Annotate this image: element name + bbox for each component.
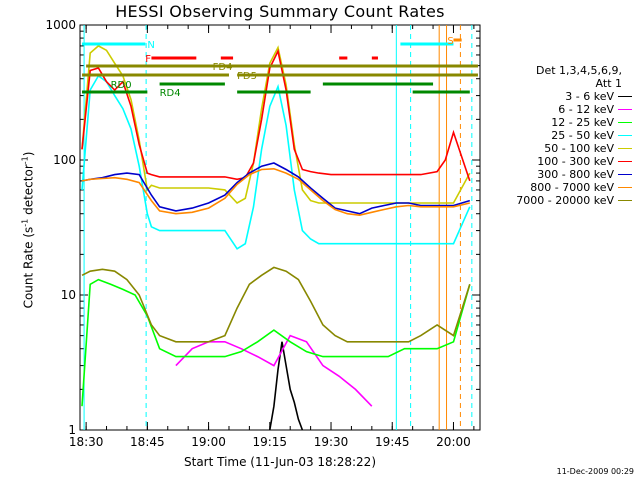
flag-label-FD4: FD4 xyxy=(213,62,233,73)
y-tick-label: 1000 xyxy=(45,18,76,32)
y-tick-label: 10 xyxy=(61,288,76,302)
legend-title: Det 1,3,4,5,6,9, xyxy=(535,64,622,77)
legend-entry: 12 - 25 keV xyxy=(486,116,636,129)
x-tick-label: 18:30 xyxy=(69,435,104,449)
legend-swatch xyxy=(618,122,632,123)
series-line-3 xyxy=(81,74,471,250)
legend-subtitle: Att 1 xyxy=(595,77,622,90)
y-axis-label-text: Count Rate (s xyxy=(21,226,36,309)
legend-entry: 50 - 100 keV xyxy=(486,142,636,155)
legend-entry-label: 7000 - 20000 keV xyxy=(516,194,614,207)
y-axis-label-tail: detector xyxy=(21,164,36,219)
flag-label-FD5: FD5 xyxy=(237,71,257,82)
legend: Det 1,3,4,5,6,9, Att 1 3 - 6 keV 6 - 12 k… xyxy=(486,64,636,207)
legend-entry-label: 3 - 6 keV xyxy=(565,90,614,103)
y-axis-label-sup2: -1 xyxy=(20,156,30,165)
x-tick-label: 18:45 xyxy=(130,435,165,449)
y-axis-label-sup: -1 xyxy=(20,218,30,227)
legend-swatch xyxy=(618,148,632,149)
chart-title: HESSI Observing Summary Count Rates xyxy=(115,2,445,21)
legend-swatch xyxy=(618,161,632,162)
timestamp: 11-Dec-2009 00:29 xyxy=(556,467,634,476)
legend-entry-label: 800 - 7000 keV xyxy=(530,181,614,194)
legend-swatch xyxy=(618,96,632,97)
x-tick-label: 19:00 xyxy=(191,435,226,449)
series-line-0 xyxy=(269,341,304,431)
x-tick-label: 19:30 xyxy=(314,435,349,449)
legend-swatch xyxy=(618,187,632,188)
series-line-6 xyxy=(81,162,471,215)
flag-label-RD4: RD4 xyxy=(160,88,181,99)
legend-entry: 7000 - 20000 keV xyxy=(486,194,636,207)
y-axis-label-close: ) xyxy=(21,151,36,157)
legend-entry: 3 - 6 keV xyxy=(486,90,636,103)
y-tick-label: 100 xyxy=(53,153,76,167)
flag-label-F: F xyxy=(145,54,151,65)
x-tick-label: 19:45 xyxy=(375,435,410,449)
x-tick-label: 19:15 xyxy=(252,435,287,449)
legend-entry-label: 100 - 300 keV xyxy=(537,155,614,168)
series-line-1 xyxy=(175,334,373,407)
legend-entry: 6 - 12 keV xyxy=(486,103,636,116)
legend-entry-label: 12 - 25 keV xyxy=(551,116,614,129)
flag-label-N: N xyxy=(147,40,154,51)
legend-swatch xyxy=(618,109,632,110)
series-line-5 xyxy=(81,48,471,182)
legend-entry: 300 - 800 keV xyxy=(486,168,636,181)
legend-rows: 3 - 6 keV 6 - 12 keV 12 - 25 keV 25 - 50 ke… xyxy=(486,90,636,207)
legend-entry-label: 300 - 800 keV xyxy=(537,168,614,181)
legend-entry-label: 6 - 12 keV xyxy=(558,103,614,116)
plot-frame xyxy=(79,24,481,431)
legend-entry-label: 50 - 100 keV xyxy=(544,142,614,155)
legend-entry: 100 - 300 keV xyxy=(486,155,636,168)
y-tick-label: 1 xyxy=(68,423,76,437)
legend-swatch xyxy=(618,174,632,175)
series-line-4 xyxy=(81,44,471,205)
legend-swatch xyxy=(618,200,632,201)
x-tick-label: 20:00 xyxy=(436,435,471,449)
series-line-8 xyxy=(81,266,471,343)
series-line-7 xyxy=(81,167,470,217)
legend-entry: 25 - 50 keV xyxy=(486,129,636,142)
y-axis-label: Count Rate (s-1 detector-1) xyxy=(21,152,36,309)
x-axis-label: Start Time (11-Jun-03 18:28:22) xyxy=(184,455,376,469)
legend-swatch xyxy=(618,135,632,136)
flag-label-RD0: RD0 xyxy=(111,80,132,91)
legend-entry-label: 25 - 50 keV xyxy=(551,129,614,142)
flag-label-S: S xyxy=(447,36,453,47)
legend-entry: 800 - 7000 keV xyxy=(486,181,636,194)
series-line-2 xyxy=(81,278,471,407)
